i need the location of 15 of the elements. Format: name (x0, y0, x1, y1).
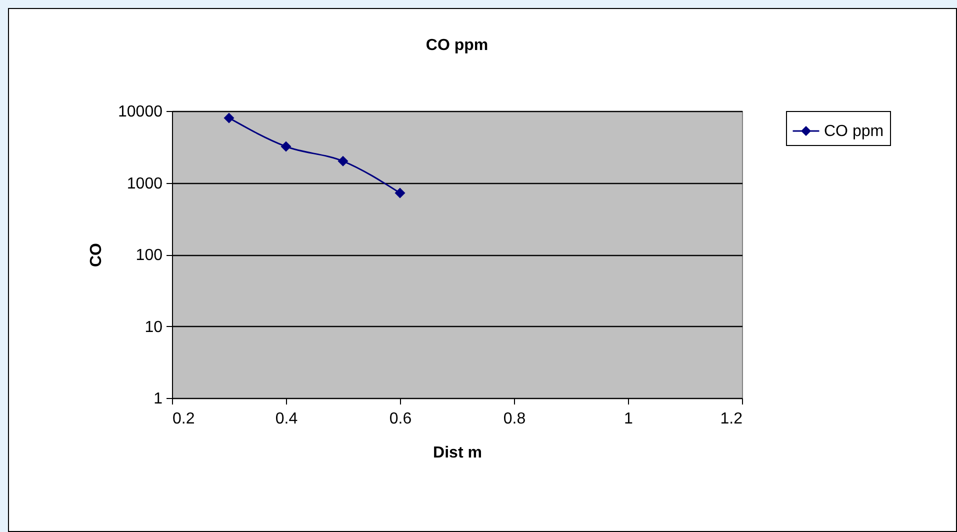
x-tick-label: 1 (624, 410, 634, 428)
chart-title: CO ppm (426, 37, 488, 54)
legend-label: CO ppm (824, 123, 884, 140)
y-tick-label: 10000 (118, 104, 163, 120)
y-axis-title: CO (88, 243, 106, 267)
x-tick-label: 0.8 (503, 410, 526, 428)
y-tick-label: 10 (144, 318, 163, 336)
y-tick-label: 100 (136, 247, 163, 264)
y-tick-label: 1 (154, 390, 163, 408)
x-tick-label: 1.2 (720, 410, 743, 428)
x-axis-title: Dist m (433, 444, 482, 462)
x-tick-label: 0.4 (275, 410, 298, 428)
x-tick-label: 0.6 (389, 410, 412, 428)
y-tick-label: 1000 (126, 175, 163, 192)
x-tick-label: 0.2 (172, 410, 195, 428)
